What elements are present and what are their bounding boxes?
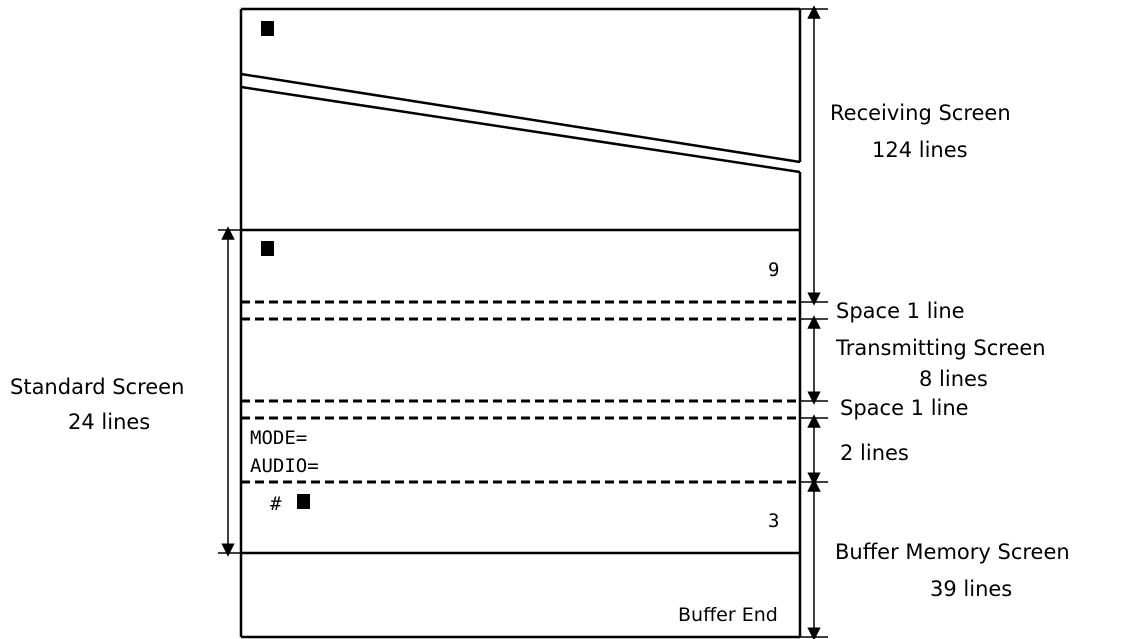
receiving-screen-break — [240, 72, 801, 174]
transmitting-screen-lines: 8 lines — [919, 367, 988, 391]
buffer-memory-label: Buffer Memory Screen — [835, 540, 1070, 564]
receiving-screen-label: Receiving Screen — [830, 101, 1011, 125]
space-top-label: Space 1 line — [836, 299, 965, 323]
standard-screen-lines: 24 lines — [68, 410, 150, 434]
receiving-screen-lines: 124 lines — [872, 138, 968, 162]
memory-frame — [239, 7, 802, 639]
transmitting-screen-label: Transmitting Screen — [835, 336, 1046, 360]
buffer-end-label: Buffer End — [678, 604, 778, 626]
audio-text: AUDIO= — [250, 455, 319, 477]
status-area-lines: 2 lines — [840, 441, 909, 465]
buffer-screen-number: 3 — [768, 510, 779, 532]
standard-screen-dimension — [218, 226, 241, 557]
standard-cursor-block — [261, 241, 274, 256]
space-bottom-label: Space 1 line — [840, 396, 969, 420]
standard-screen-label: Standard Screen — [10, 375, 184, 399]
mode-text: MODE= — [250, 427, 307, 449]
buffer-cursor-block — [297, 494, 310, 509]
standard-screen-number: 9 — [768, 259, 779, 281]
hash-symbol: # — [270, 493, 282, 515]
buffer-memory-lines: 39 lines — [930, 577, 1012, 601]
receiving-cursor-block — [261, 21, 274, 36]
